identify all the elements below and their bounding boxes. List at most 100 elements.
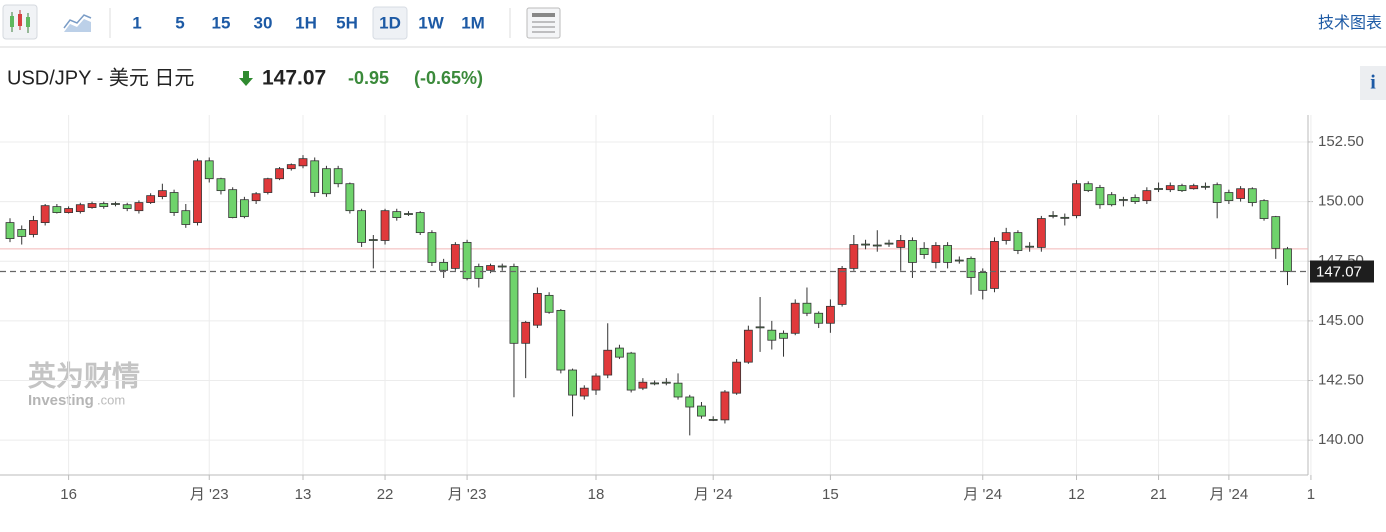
candle-body [40,205,50,223]
candle-body [474,266,484,279]
candle-body [1177,185,1187,192]
candle-body [1259,200,1269,219]
candle-body [1247,188,1257,203]
candle-body [861,243,870,246]
candle-body [357,210,367,243]
candle-body [990,241,999,289]
candle-body [310,160,320,193]
candle-body [157,190,167,197]
candle-body [52,206,62,213]
candle-body [439,262,449,271]
candle-body [1025,245,1035,248]
interval-button[interactable]: 1D [379,13,401,32]
candle-body [204,160,214,180]
x-tick-label: 13 [295,486,312,503]
candle-body [837,267,847,305]
candle-body [872,244,882,247]
candle-body [486,265,495,271]
candle-body [497,265,507,268]
candles-icon[interactable] [2,4,38,40]
instrument-title: USD/JPY - 美元 日元 [7,66,194,89]
candle-body [638,381,648,389]
candle-body [908,240,917,263]
svg-text:i: i [1370,72,1376,94]
candle-body [1165,185,1175,191]
candle-body [626,352,636,391]
candle-body [380,210,390,241]
candle-body [1083,183,1093,192]
candle-body [146,195,156,203]
x-tick-label: 15 [822,486,839,503]
interval-button[interactable]: 15 [212,13,231,32]
x-tick-label: 月 '24 [1210,486,1249,503]
x-tick-label: 1 [1307,486,1315,503]
candle-body [1036,218,1046,248]
candle-body [673,382,683,398]
candle-body [87,203,97,208]
x-tick-label: 18 [588,486,605,503]
candle-body [169,192,179,213]
candle-body [17,229,27,237]
candle-body [99,203,109,208]
x-tick-label: 月 '24 [963,486,1002,503]
candle-body [1095,187,1105,206]
candle-body [978,272,988,291]
interval-button[interactable]: 1W [418,13,444,32]
last-price-box [1310,260,1374,283]
candle-body [286,164,296,170]
candle-body [193,160,202,223]
technical-chart-link[interactable]: 技术图表 [1318,14,1382,32]
candle-body [697,405,706,417]
y-tick-label: 152.50 [1318,133,1364,150]
y-tick-label: 150.00 [1318,193,1364,210]
candle-body [216,178,226,192]
candle-body [779,332,788,339]
candle-body [544,294,554,313]
change: -0.95 [348,68,389,88]
candle-body [755,326,765,329]
candle-body [368,239,378,241]
candle-body [849,244,859,269]
candle-body [5,222,15,239]
candle-body [298,158,308,167]
candle-body [943,245,952,263]
candle-body [64,208,73,213]
candle-body [884,242,894,245]
candle-body [1224,192,1234,202]
candle-body [29,220,38,235]
candle-body [579,387,589,397]
x-tick-label: 月 '23 [448,486,487,503]
interval-button[interactable]: 5 [175,13,184,32]
active-interval-bg [372,6,408,40]
interval-button[interactable]: 1M [461,13,485,32]
layout-icon[interactable] [526,7,561,39]
y-tick-label: 142.50 [1318,371,1364,388]
candle-body [802,302,812,314]
candle-body [1048,215,1058,217]
candle-body [251,193,261,202]
area-icon[interactable] [63,14,92,32]
candle-body [732,361,742,394]
y-tick-label: 145.00 [1318,312,1364,329]
candle-body [919,247,929,255]
candle-body [509,266,519,344]
interval-button[interactable]: 1H [295,13,317,32]
watermark-brand: 英为财情 [28,360,140,391]
candle-body [427,232,437,263]
price: 147.07 [262,67,326,90]
candle-body [404,213,413,215]
candle-body [1001,232,1011,241]
candle-body [322,168,331,195]
candle-body [228,189,238,218]
candle-body [767,329,777,341]
interval-button[interactable]: 1 [132,13,141,32]
info-button[interactable]: i [1360,66,1386,100]
interval-button[interactable]: 30 [254,13,273,32]
candle-body [896,240,906,248]
candle-body [345,183,355,212]
candle-body [603,349,613,376]
interval-button[interactable]: 5H [336,13,358,32]
candle-body [533,293,542,326]
watermark-domain: .com [97,392,125,407]
